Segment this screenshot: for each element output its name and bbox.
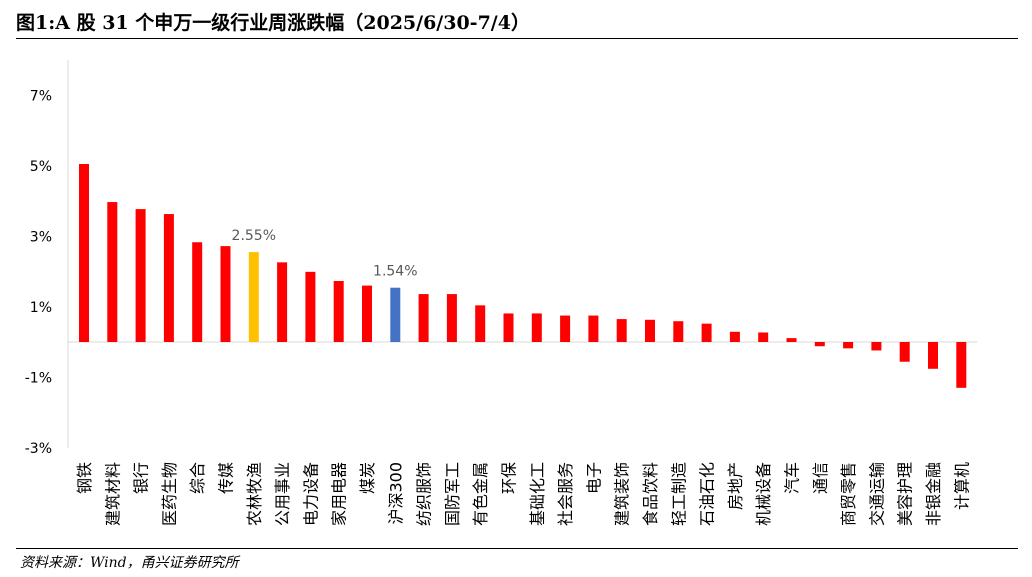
x-tick-label: 建筑装饰 bbox=[613, 462, 632, 526]
bar bbox=[871, 342, 882, 351]
bar bbox=[220, 246, 231, 342]
bar bbox=[758, 332, 769, 342]
x-tick-label: 汽车 bbox=[783, 462, 802, 494]
bar bbox=[418, 294, 429, 342]
x-tick-label: 家用电器 bbox=[330, 462, 349, 526]
bar bbox=[333, 281, 344, 342]
x-tick-label: 基础化工 bbox=[528, 462, 547, 526]
x-tick-label: 国防军工 bbox=[443, 462, 462, 526]
bar bbox=[248, 252, 259, 342]
x-tick-label: 煤炭 bbox=[358, 462, 377, 494]
source-rule bbox=[16, 548, 1018, 549]
y-axis: -3% -1% 1% 3% 5% 7% bbox=[25, 60, 978, 457]
y-tick-label: 1% bbox=[30, 300, 52, 316]
chart-title: 图1:A 股 31 个申万一级行业周涨跌幅（2025/6/30-7/4） bbox=[16, 12, 530, 34]
x-tick-label: 电子 bbox=[584, 462, 603, 494]
bar bbox=[843, 342, 854, 349]
bar bbox=[956, 342, 967, 388]
x-tick-label: 综合 bbox=[188, 462, 207, 494]
bar bbox=[305, 271, 316, 342]
x-tick-label: 食品饮料 bbox=[641, 462, 660, 526]
bar bbox=[475, 305, 486, 342]
x-tick-label: 美容护理 bbox=[896, 462, 915, 526]
bar-series bbox=[79, 163, 967, 388]
x-tick-label: 交通运输 bbox=[867, 462, 886, 526]
bar bbox=[616, 319, 627, 342]
bar bbox=[560, 315, 571, 342]
x-tick-label: 房地产 bbox=[726, 462, 745, 510]
bar bbox=[163, 214, 174, 342]
data-label: 2.55% bbox=[232, 228, 276, 244]
bar bbox=[645, 319, 655, 342]
x-tick-label: 电力设备 bbox=[301, 462, 320, 526]
x-tick-label: 机械设备 bbox=[754, 462, 773, 526]
bar bbox=[673, 321, 684, 342]
bar bbox=[135, 209, 146, 342]
x-tick-label: 钢铁 bbox=[75, 462, 94, 494]
x-axis-tick-labels: 钢铁 建筑材料 银行 医药生物 综合 传媒 农林牧渔 公用事业 电力设备 家用电器 煤炭 沪深300 纺… bbox=[75, 462, 971, 526]
bar bbox=[390, 287, 401, 342]
x-tick-label: 通信 bbox=[811, 462, 830, 494]
x-tick-label: 社会服务 bbox=[556, 462, 575, 526]
x-tick-label: 沪深300 bbox=[386, 462, 405, 525]
bar bbox=[701, 323, 712, 342]
bar bbox=[928, 342, 938, 369]
x-tick-label: 环保 bbox=[500, 462, 519, 494]
x-tick-label: 有色金属 bbox=[471, 462, 490, 526]
bar bbox=[503, 313, 514, 342]
bar bbox=[588, 315, 599, 342]
bar bbox=[729, 331, 740, 342]
bar bbox=[531, 313, 542, 342]
bar bbox=[446, 294, 457, 342]
bar bbox=[79, 163, 89, 342]
bar bbox=[107, 202, 118, 342]
source-note: 资料来源：Wind，甬兴证券研究所 bbox=[20, 555, 239, 571]
data-label: 1.54% bbox=[373, 264, 417, 280]
bar bbox=[814, 342, 825, 347]
bar bbox=[192, 242, 203, 342]
x-tick-label: 纺织服饰 bbox=[415, 462, 434, 526]
title-rule bbox=[16, 38, 1018, 39]
data-labels: 2.55% 1.54% bbox=[232, 228, 418, 280]
x-tick-label: 医药生物 bbox=[160, 462, 179, 526]
x-tick-label: 公用事业 bbox=[273, 462, 292, 526]
x-tick-label: 农林牧渔 bbox=[245, 462, 264, 526]
x-tick-label: 计算机 bbox=[952, 462, 971, 510]
y-tick-label: 3% bbox=[30, 229, 52, 245]
x-tick-label: 建筑材料 bbox=[103, 462, 122, 526]
bar bbox=[362, 285, 372, 342]
bar bbox=[277, 262, 288, 342]
x-tick-label: 石油石化 bbox=[698, 462, 717, 526]
y-tick-label: 5% bbox=[30, 159, 52, 175]
x-tick-label: 轻工制造 bbox=[669, 462, 688, 526]
y-tick-label: -3% bbox=[25, 441, 52, 457]
x-tick-label: 商贸零售 bbox=[839, 462, 858, 526]
x-tick-label: 传媒 bbox=[217, 462, 236, 494]
bar bbox=[786, 338, 797, 342]
bar bbox=[899, 342, 910, 362]
y-tick-label: -1% bbox=[25, 370, 52, 386]
x-tick-label: 非银金融 bbox=[924, 462, 943, 526]
y-tick-label: 7% bbox=[30, 88, 52, 104]
x-tick-label: 银行 bbox=[132, 462, 151, 494]
